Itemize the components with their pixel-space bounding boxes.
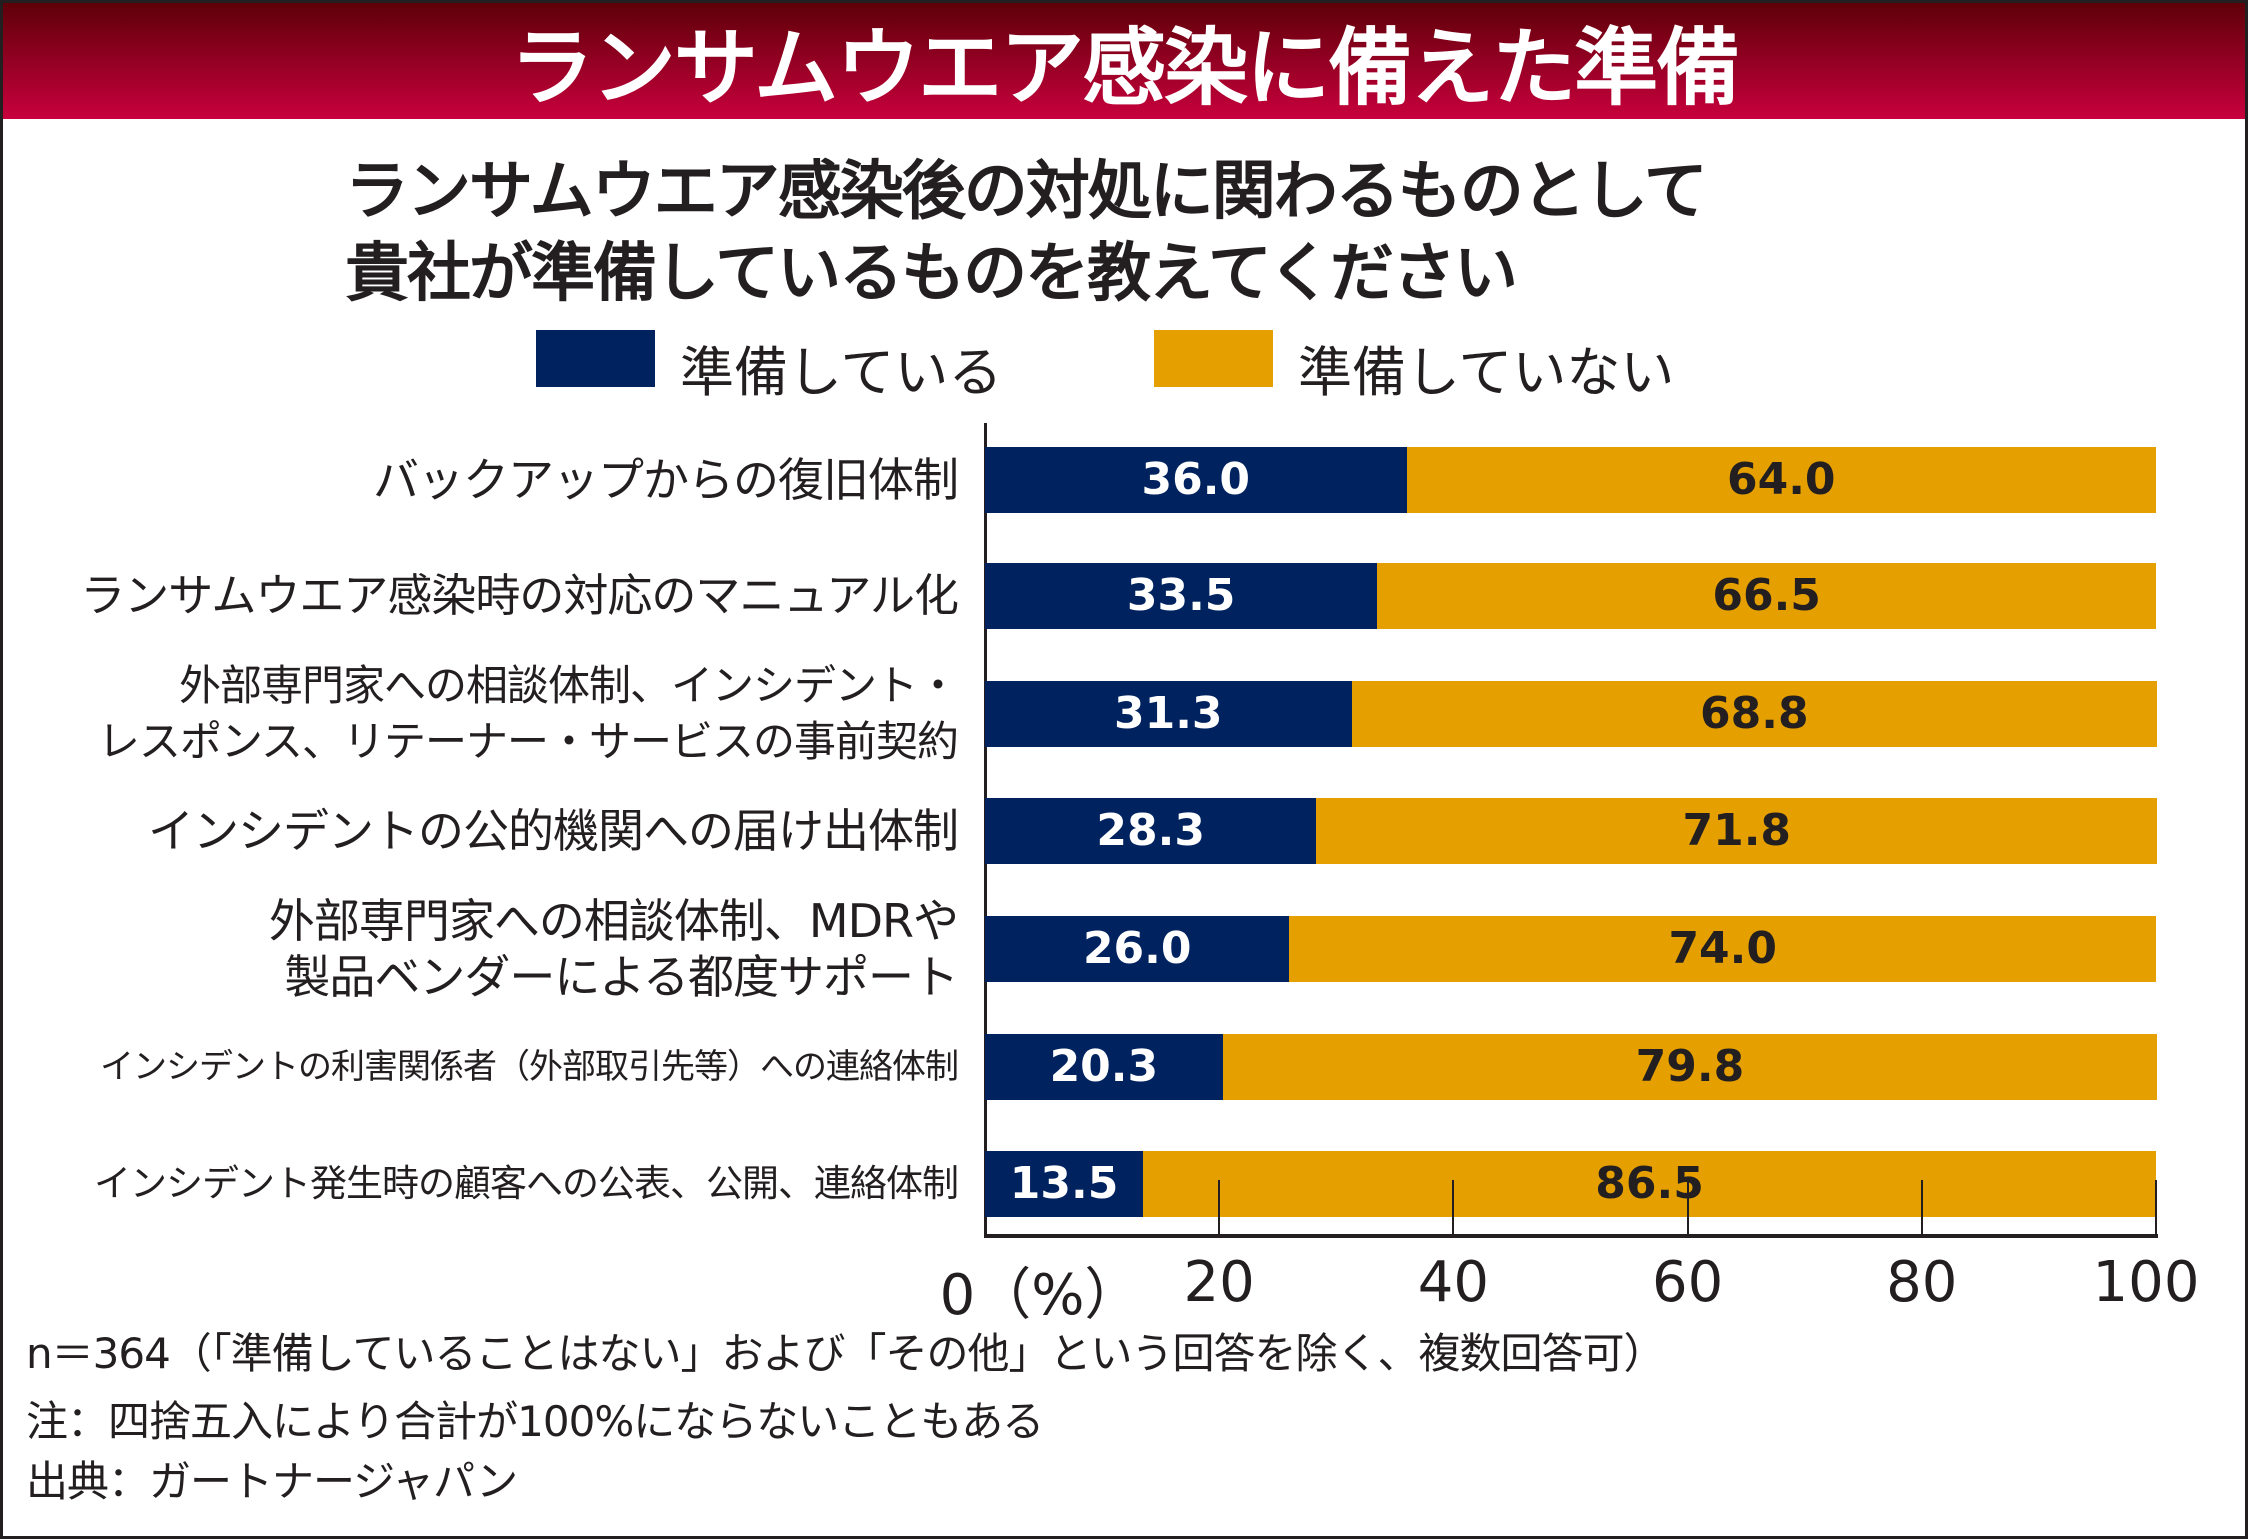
- x-axis-line: [984, 1234, 2158, 1238]
- legend-swatch-not-prepared: [1154, 330, 1273, 387]
- note-sample-size: n＝364（「準備していることはない」および「その他」という回答を除く、複数回答…: [26, 1329, 1666, 1378]
- category-label: バックアップからの復旧体制: [373, 453, 959, 507]
- bar-prepared: [985, 916, 1290, 982]
- data-label: 13.5: [1009, 1158, 1119, 1209]
- data-label: 74.0: [1668, 923, 1777, 974]
- note-rounding: 注：四捨五入により合計が100%にならないこともある: [26, 1397, 1044, 1446]
- category-label: インシデントの利害関係者（外部取引先等）への連絡体制: [100, 1047, 959, 1087]
- data-label: 79.8: [1635, 1041, 1745, 1092]
- x-tick-label: 40: [1417, 1250, 1490, 1315]
- bar-not-prepared: [1406, 447, 2156, 513]
- bar-prepared: [985, 681, 1352, 747]
- legend-swatch-prepared: [536, 330, 655, 387]
- legend-label-prepared: 準備している: [680, 341, 1003, 404]
- chart-subtitle-line-2: 貴社が準備しているものを教えてください: [345, 237, 1518, 311]
- bar-not-prepared: [1143, 1151, 2156, 1217]
- bar-prepared: [985, 798, 1317, 864]
- category-label: ランサムウエア感染時の対応のマニュアル化: [80, 569, 959, 622]
- category-label: インシデントの公的機関への届け出体制: [148, 804, 959, 858]
- bar-prepared: [985, 563, 1378, 629]
- category-label: インシデント発生時の顧客への公表、公開、連絡体制: [94, 1162, 959, 1205]
- x-tick-mark: [2155, 1180, 2157, 1236]
- x-tick-mark: [1920, 1180, 1923, 1236]
- data-label: 71.8: [1682, 805, 1792, 856]
- data-label: 31.3: [1113, 688, 1223, 739]
- data-label: 36.0: [1141, 454, 1251, 505]
- bar-prepared: [985, 447, 1407, 513]
- legend-label-not-prepared: 準備していない: [1298, 341, 1675, 404]
- category-label: 外部専門家への相談体制、MDRや 製品ベンダーによる都度サポート: [268, 894, 959, 1004]
- x-tick-label: 20: [1183, 1250, 1255, 1315]
- x-tick-label: 80: [1886, 1250, 1958, 1315]
- bar-not-prepared: [1316, 798, 2158, 864]
- category-label: 外部専門家への相談体制、インシデント・ レスポンス、リテーナー・サービスの事前契約: [97, 661, 959, 766]
- chart-title: ランサムウエア感染に備えた準備: [509, 18, 1740, 117]
- bar-not-prepared: [1351, 681, 2158, 747]
- x-tick-mark: [1218, 1180, 1221, 1236]
- data-label: 64.0: [1726, 454, 1836, 505]
- x-tick-mark: [1686, 1180, 1689, 1236]
- bar-prepared: [985, 1034, 1223, 1100]
- data-label: 86.5: [1595, 1158, 1704, 1209]
- title-banner: ランサムウエア感染に備えた準備: [3, 3, 2245, 119]
- data-label: 68.8: [1700, 688, 1809, 739]
- bar-not-prepared: [1377, 563, 2156, 629]
- data-label: 33.5: [1126, 570, 1236, 621]
- chart-subtitle-line-1: ランサムウエア感染後の対処に関わるものとして: [345, 155, 1708, 229]
- bar-not-prepared: [1222, 1034, 2158, 1100]
- bar-prepared: [985, 1151, 1144, 1217]
- data-label: 28.3: [1096, 805, 1205, 856]
- x-tick-label: 0（%）: [939, 1263, 1141, 1328]
- note-source: 出典：ガートナージャパン: [26, 1457, 518, 1506]
- x-tick-mark: [1452, 1180, 1455, 1236]
- data-label: 20.3: [1049, 1041, 1159, 1092]
- data-label: 66.5: [1712, 570, 1821, 621]
- x-tick-label: 60: [1651, 1250, 1724, 1315]
- data-label: 26.0: [1082, 923, 1192, 974]
- x-tick-label: 100: [2092, 1250, 2200, 1315]
- bar-not-prepared: [1289, 916, 2156, 982]
